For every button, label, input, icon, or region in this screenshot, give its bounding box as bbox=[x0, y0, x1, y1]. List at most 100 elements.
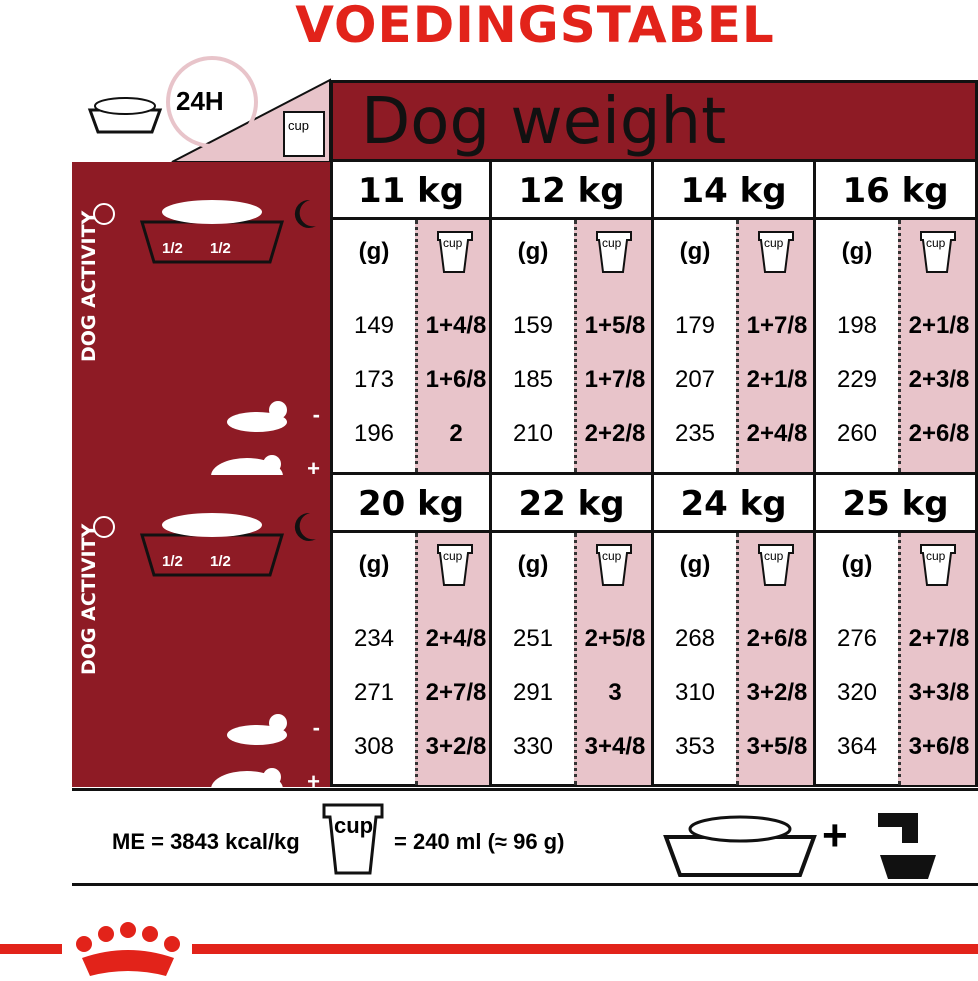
time-label: 24H bbox=[176, 86, 224, 116]
grams-value: 353 bbox=[674, 733, 716, 760]
weight-column: 14 kg (g) cup 179 1+7/8 207 2+1/8 235 2+4/8 bbox=[654, 162, 816, 475]
weight-label: 24 kg bbox=[654, 475, 813, 533]
grams-unit: (g) bbox=[517, 238, 549, 265]
grams-value: 260 bbox=[836, 420, 878, 447]
page-title: VOEDINGSTABEL bbox=[295, 0, 775, 54]
cups-value: 2+2/8 bbox=[584, 420, 646, 447]
dog-weight-title: Dog weight bbox=[361, 85, 727, 159]
weight-column: 11 kg (g) cup 149 1+4/8 173 1+6/8 196 2 bbox=[330, 162, 492, 475]
grams-value: 185 bbox=[512, 366, 554, 393]
cups-value: 2+3/8 bbox=[908, 366, 970, 393]
grams-unit: (g) bbox=[841, 238, 873, 265]
energy-label: ME = 3843 kcal/kg bbox=[112, 829, 300, 854]
cup-icon bbox=[920, 544, 956, 586]
grams-unit: (g) bbox=[517, 551, 549, 578]
dog-lying-icon bbox=[227, 714, 287, 745]
cups-value: 3+6/8 bbox=[908, 733, 970, 760]
weight-column: 25 kg (g) cup 276 2+7/8 320 3+3/8 364 3+6/8 bbox=[816, 475, 978, 787]
grams-value: 251 bbox=[512, 625, 554, 652]
grams-unit: (g) bbox=[679, 238, 711, 265]
half-label: 1/2 bbox=[210, 553, 231, 570]
dog-lying-icon bbox=[227, 401, 287, 432]
cup-unit: cup bbox=[926, 549, 946, 563]
cup-unit: cup bbox=[764, 549, 784, 563]
grams-value: 268 bbox=[674, 625, 716, 652]
grams-value: 271 bbox=[353, 679, 395, 706]
cups-value: 2+1/8 bbox=[746, 366, 808, 393]
cup-icon bbox=[437, 231, 473, 273]
activity-level: - bbox=[312, 715, 320, 740]
activity-level: ++ bbox=[294, 823, 320, 848]
cups-value: 2+4/8 bbox=[746, 420, 808, 447]
cups-value: 1+6/8 bbox=[425, 366, 487, 393]
grams-value: 198 bbox=[836, 312, 878, 339]
weight-label: 11 kg bbox=[333, 162, 489, 220]
food-bowl-icon bbox=[663, 815, 817, 877]
cup-unit: cup bbox=[602, 236, 622, 250]
dog-activity-label: DOG ACTIVITY bbox=[78, 210, 100, 362]
cup-label: cup bbox=[288, 118, 309, 133]
grams-unit: (g) bbox=[679, 551, 711, 578]
grams-value: 159 bbox=[512, 312, 554, 339]
cups-value: 3+5/8 bbox=[746, 733, 808, 760]
grams-value: 210 bbox=[512, 420, 554, 447]
plus-sign: + bbox=[822, 811, 848, 860]
grams-unit: (g) bbox=[358, 238, 390, 265]
cup-unit: cup bbox=[764, 236, 784, 250]
day-night-bowl-icon bbox=[93, 199, 316, 264]
cups-value: 2+4/8 bbox=[425, 625, 487, 652]
weight-column: 16 kg (g) cup 198 2+1/8 229 2+3/8 260 2+6/8 bbox=[816, 162, 978, 475]
weight-column: 20 kg (g) cup 234 2+4/8 271 2+7/8 308 3+2/8 bbox=[330, 475, 492, 787]
cups-value: 2+5/8 bbox=[584, 625, 646, 652]
grams-value: 234 bbox=[353, 625, 395, 652]
dog-weight-header: Dog weight bbox=[330, 80, 978, 162]
activity-level: + bbox=[307, 456, 320, 481]
cups-value: 1+7/8 bbox=[746, 312, 808, 339]
footer-info: ME = 3843 kcal/kg cup = 240 ml (≈ 96 g) … bbox=[72, 788, 978, 886]
brand-stripe bbox=[0, 944, 978, 954]
cup-icon bbox=[437, 544, 473, 586]
day-night-bowl-icon bbox=[93, 512, 316, 577]
half-label: 1/2 bbox=[162, 553, 183, 570]
grams-value: 320 bbox=[836, 679, 878, 706]
half-label: 1/2 bbox=[162, 240, 183, 257]
cup-icon bbox=[920, 231, 956, 273]
grams-value: 235 bbox=[674, 420, 716, 447]
activity-panel: 1/2 1/2 DOG ACTIVITY - + ++ bbox=[72, 162, 330, 540]
grams-value: 207 bbox=[674, 366, 716, 393]
dog-running-icon bbox=[195, 822, 279, 853]
grams-value: 179 bbox=[674, 312, 716, 339]
grams-value: 330 bbox=[512, 733, 554, 760]
weight-column: 24 kg (g) cup 268 2+6/8 310 3+2/8 353 3+5/8 bbox=[654, 475, 816, 787]
grams-unit: (g) bbox=[841, 551, 873, 578]
cup-icon bbox=[596, 231, 632, 273]
cups-value: 3+4/8 bbox=[584, 733, 646, 760]
cups-value: 2+7/8 bbox=[425, 679, 487, 706]
weight-label: 20 kg bbox=[333, 475, 489, 533]
weight-label: 25 kg bbox=[816, 475, 975, 533]
grams-value: 308 bbox=[353, 733, 395, 760]
grams-unit: (g) bbox=[358, 551, 390, 578]
cup-equivalence: = 240 ml (≈ 96 g) bbox=[394, 829, 565, 854]
activity-level: - bbox=[312, 402, 320, 427]
cups-value: 3+2/8 bbox=[746, 679, 808, 706]
weight-label: 16 kg bbox=[816, 162, 975, 220]
cup-column-bg bbox=[415, 533, 489, 785]
cups-value: 3+2/8 bbox=[425, 733, 487, 760]
grams-value: 291 bbox=[512, 679, 554, 706]
royal-canin-crown-logo bbox=[62, 922, 192, 981]
dog-activity-label: DOG ACTIVITY bbox=[78, 523, 100, 675]
cup-column-bg bbox=[898, 533, 975, 785]
cup-icon bbox=[758, 231, 794, 273]
cups-value: 1+4/8 bbox=[425, 312, 487, 339]
cup-unit: cup bbox=[926, 236, 946, 250]
cup-unit: cup bbox=[443, 236, 463, 250]
grams-value: 149 bbox=[353, 312, 395, 339]
cup-unit: cup bbox=[602, 549, 622, 563]
cup-label: cup bbox=[334, 813, 374, 838]
grams-value: 364 bbox=[836, 733, 878, 760]
grams-value: 196 bbox=[353, 420, 395, 447]
activity-panel: 1/2 1/2 DOG ACTIVITY - + ++ bbox=[72, 475, 330, 853]
cup-icon bbox=[596, 544, 632, 586]
cups-value: 2+6/8 bbox=[746, 625, 808, 652]
